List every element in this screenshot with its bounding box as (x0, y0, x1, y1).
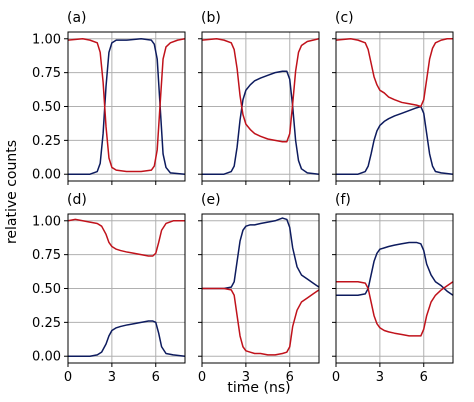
x-tick-label: 0 (198, 370, 206, 385)
series-line-blue (202, 70, 319, 175)
series-line-red (336, 280, 453, 337)
series-line-red (68, 38, 185, 173)
series-line-blue (68, 320, 185, 357)
x-tick-label: 3 (242, 370, 250, 385)
panel-label: (f) (335, 192, 351, 208)
x-tick-label: 6 (152, 370, 160, 385)
y-tick-label: 0.75 (32, 66, 61, 81)
series-line-blue (336, 105, 453, 175)
panel-label: (e) (201, 192, 221, 208)
x-axis-label: time (ns) (227, 380, 290, 396)
panel-4: (d) 0.00 0.25 0.50 0.75 1.00 0 3 6 (32, 192, 186, 385)
panels-group: (a) 0.00 0.25 0.50 0.75 1.00 (b) (c) (d) 0.00 0.25… (32, 10, 454, 385)
y-tick-label: 0.00 (32, 168, 61, 183)
y-tick-label: 0.50 (32, 100, 61, 115)
y-tick-label: 0.50 (32, 282, 61, 297)
panel-label: (a) (67, 10, 87, 26)
panel-3: (c) (332, 10, 454, 185)
y-tick-label: 0.00 (32, 350, 61, 365)
series-line-red (68, 218, 185, 257)
panel-label: (d) (67, 192, 87, 208)
x-tick-label: 6 (420, 370, 428, 385)
series-line-blue (202, 217, 319, 290)
series-line-blue (68, 38, 185, 175)
x-tick-label: 3 (376, 370, 384, 385)
panel-2: (b) (198, 10, 320, 185)
panel-5: (e) 0 3 6 (198, 192, 320, 385)
series-line-red (336, 38, 453, 108)
panel-label: (c) (335, 10, 354, 26)
panel-6: (f) 0 3 6 (332, 192, 454, 385)
series-line-blue (336, 241, 453, 297)
panel-1: (a) 0.00 0.25 0.50 0.75 1.00 (32, 10, 186, 185)
x-tick-label: 0 (64, 370, 72, 385)
y-axis-label: relative counts (4, 140, 20, 244)
y-tick-label: 1.00 (32, 214, 61, 229)
x-tick-label: 0 (332, 370, 340, 385)
y-tick-label: 1.00 (32, 32, 61, 47)
series-line-red (202, 287, 319, 356)
y-tick-label: 0.75 (32, 248, 61, 263)
x-tick-label: 3 (108, 370, 116, 385)
x-tick-label: 6 (286, 370, 294, 385)
y-tick-label: 0.25 (32, 316, 61, 331)
panel-label: (b) (201, 10, 221, 26)
series-line-red (202, 38, 319, 143)
y-tick-label: 0.25 (32, 134, 61, 149)
